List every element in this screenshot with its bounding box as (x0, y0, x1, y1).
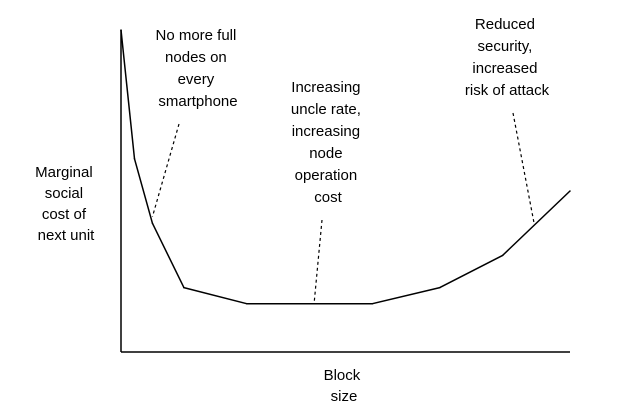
y-axis-label: Marginal social cost of next unit (35, 164, 97, 244)
annotation-line: operation (295, 167, 358, 184)
annotation-line: nodes on (165, 49, 227, 66)
data-point (183, 286, 185, 289)
annotation-uncle-rate: Increasing uncle rate, increasing node o… (291, 79, 365, 304)
data-point (133, 158, 136, 160)
data-point (308, 302, 311, 305)
annotation-security: Reduced security, increased risk of atta… (465, 16, 550, 224)
data-point (151, 222, 154, 224)
annotation-uncle-rate-text: Increasing uncle rate, increasing node o… (291, 79, 365, 206)
series-points (120, 29, 571, 305)
annotation-line: uncle rate, (291, 101, 361, 118)
annotation-line: every (178, 71, 215, 88)
y-axis-label-line: social (45, 185, 83, 202)
series-line (120, 29, 571, 305)
annotation-line: increasing (292, 123, 360, 140)
annotation-leader-line (151, 123, 180, 217)
annotation-line: smartphone (158, 93, 237, 110)
annotation-full-nodes-text: No more full nodes on every smartphone (155, 27, 240, 110)
annotation-line: Reduced (475, 16, 535, 33)
annotation-leader-line (512, 112, 535, 224)
data-point (120, 29, 122, 31)
annotation-line: Increasing (291, 79, 360, 96)
annotation-line: security, (478, 38, 533, 55)
y-axis-label-line: Marginal (35, 164, 93, 181)
y-axis-label-line: cost of (42, 206, 87, 223)
data-point (501, 254, 504, 257)
x-axis-label-line: size (331, 388, 358, 405)
annotation-line: cost (314, 189, 342, 206)
data-point (569, 190, 571, 192)
annotation-full-nodes: No more full nodes on every smartphone (151, 27, 240, 217)
annotation-security-text: Reduced security, increased risk of atta… (465, 16, 550, 99)
x-axis-label: Block size (324, 367, 365, 405)
annotation-line: increased (472, 60, 537, 77)
annotation-line: No more full (155, 27, 236, 44)
annotation-line: node (309, 145, 342, 162)
annotation-leader-line (313, 219, 323, 304)
data-point (245, 302, 248, 305)
data-point (439, 286, 441, 289)
y-axis-label-line: next unit (38, 227, 96, 244)
data-point (371, 302, 374, 305)
annotation-line: risk of attack (465, 82, 550, 99)
x-axis-label-line: Block (324, 367, 361, 384)
